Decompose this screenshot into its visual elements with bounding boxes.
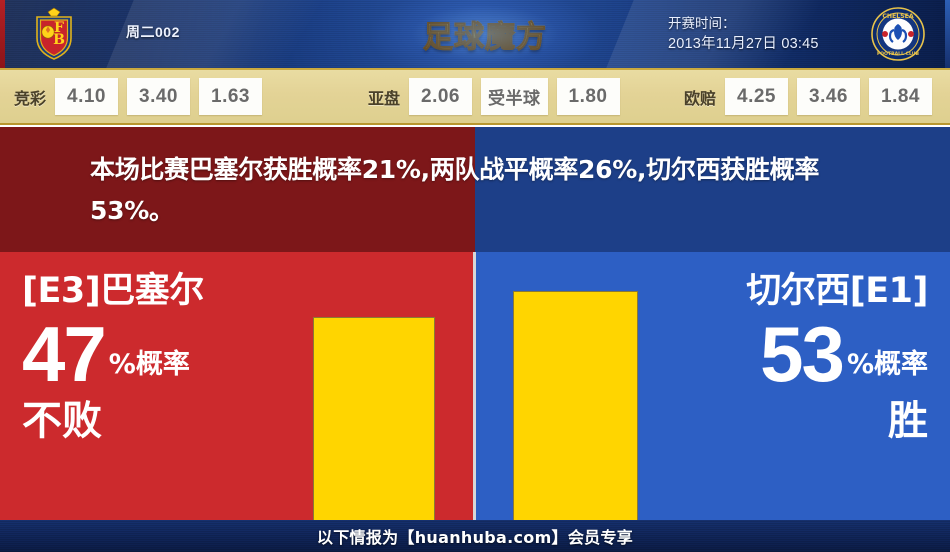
match-number: 周二002: [126, 24, 180, 40]
odds-cell-draw[interactable]: 3.40: [127, 78, 191, 115]
home-outcome-label: 不败: [22, 398, 102, 444]
footer-bar: 以下情报为【huanhuba.com】会员专享: [0, 520, 950, 552]
odds-group-label: 亚盘: [368, 88, 401, 108]
probability-chart: [E3]巴塞尔 47 %概率 不败 切尔西[E1] 53 %概率 胜: [0, 252, 950, 520]
home-percent-value: 47: [22, 310, 107, 398]
kickoff-info: 开赛时间： 2013年11月27日 03:45: [668, 14, 819, 54]
footer-text: 以下情报为【huanhuba.com】会员专享: [316, 528, 634, 547]
odds-group-label: 欧赔: [684, 88, 717, 108]
away-team-name: 切尔西[E1]: [746, 271, 928, 311]
probability-summary-banner: 本场比赛巴塞尔获胜概率21%,两队战平概率26%,切尔西获胜概率53%。: [0, 127, 950, 252]
panel-divider: [473, 252, 476, 520]
probability-summary-text: 本场比赛巴塞尔获胜概率21%,两队战平概率26%,切尔西获胜概率53%。: [90, 155, 820, 225]
brand-logo: 足球魔方: [370, 0, 600, 68]
odds-cell-euro-home[interactable]: 4.25: [725, 78, 789, 115]
away-percent-unit: %概率: [846, 349, 928, 380]
svg-text:F: F: [54, 20, 64, 36]
odds-group-european: 欧赔 4.25 3.46 1.84: [684, 70, 941, 123]
away-percent-row: 53 %概率: [746, 310, 928, 398]
header-edge-right: [945, 0, 950, 68]
brand-text: 足球魔方: [423, 12, 547, 56]
odds-cell-away-win[interactable]: 1.63: [199, 78, 263, 115]
chelsea-crest-icon: CHELSEA FOOTBALL CLUB: [871, 7, 925, 61]
home-percent-unit: %概率: [108, 349, 190, 380]
banner-right-panel: [475, 127, 950, 252]
kickoff-value: 2013年11月27日 03:45: [668, 36, 819, 52]
home-percent-row: 47 %概率: [22, 310, 204, 398]
kickoff-label: 开赛时间：: [668, 16, 736, 31]
svg-text:CHELSEA: CHELSEA: [882, 13, 914, 20]
svg-text:B: B: [53, 32, 65, 48]
fc-basel-crest-icon: F B: [36, 7, 72, 60]
away-team-block: 切尔西[E1] 53 %概率 胜: [746, 270, 928, 444]
odds-cell-handicap-away[interactable]: 1.80: [556, 78, 620, 115]
banner-left-panel: [0, 127, 475, 252]
odds-cell-handicap-line[interactable]: 受半球: [481, 78, 548, 115]
odds-bar: 竞彩 4.10 3.40 1.63 亚盘 2.06 受半球 1.80 欧赔 4.…: [0, 68, 950, 125]
away-outcome-label: 胜: [888, 398, 928, 444]
odds-cell-handicap-home[interactable]: 2.06: [409, 78, 473, 115]
bar-home-probability: [313, 317, 435, 520]
odds-group-asian-handicap: 亚盘 2.06 受半球 1.80: [368, 70, 629, 123]
svg-text:FOOTBALL CLUB: FOOTBALL CLUB: [877, 51, 919, 57]
home-team-block: [E3]巴塞尔 47 %概率 不败: [22, 270, 204, 444]
header-bar: F B 周二002 足球魔方 开赛时间： 2013年11月27日 03:45 C…: [0, 0, 950, 68]
home-team-name: [E3]巴塞尔: [22, 271, 204, 311]
odds-group-label: 竞彩: [14, 88, 47, 108]
bar-away-probability: [513, 291, 638, 520]
odds-cell-euro-draw[interactable]: 3.46: [797, 78, 861, 115]
away-percent-value: 53: [760, 310, 845, 398]
odds-cell-home-win[interactable]: 4.10: [55, 78, 119, 115]
odds-group-jingcai: 竞彩 4.10 3.40 1.63: [14, 70, 271, 123]
header-edge-left: [0, 0, 5, 68]
odds-cell-euro-away[interactable]: 1.84: [869, 78, 933, 115]
